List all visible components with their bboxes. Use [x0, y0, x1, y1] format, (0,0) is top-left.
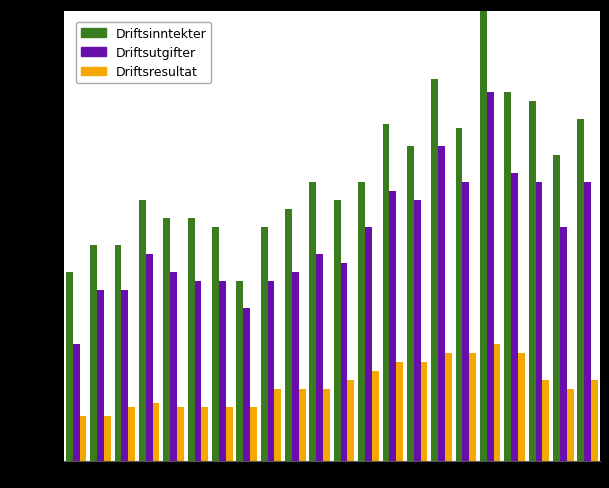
Bar — [261, 228, 267, 461]
Bar — [316, 255, 323, 461]
Bar — [504, 93, 511, 461]
Bar — [470, 353, 476, 461]
Bar — [188, 219, 194, 461]
Bar — [114, 245, 121, 461]
Bar — [407, 147, 414, 461]
Bar — [591, 380, 598, 461]
Bar — [334, 201, 340, 461]
Bar — [299, 389, 306, 461]
Bar — [414, 201, 421, 461]
Bar — [267, 282, 275, 461]
Bar — [97, 290, 104, 461]
Bar — [567, 389, 574, 461]
Bar — [323, 389, 330, 461]
Bar — [202, 407, 208, 461]
Bar — [389, 192, 396, 461]
Bar — [236, 282, 243, 461]
Bar — [90, 245, 97, 461]
Bar — [480, 12, 487, 461]
Bar — [66, 273, 72, 461]
Bar — [250, 407, 257, 461]
Bar — [340, 264, 348, 461]
Bar — [139, 201, 146, 461]
Bar — [365, 228, 372, 461]
Bar — [72, 345, 80, 461]
Bar — [382, 124, 389, 461]
Bar — [170, 273, 177, 461]
Bar — [456, 129, 462, 461]
Legend: Driftsinntekter, Driftsutgifter, Driftsresultat: Driftsinntekter, Driftsutgifter, Driftsr… — [76, 23, 211, 84]
Bar — [226, 407, 233, 461]
Bar — [243, 308, 250, 461]
Bar — [577, 120, 584, 461]
Bar — [511, 174, 518, 461]
Bar — [518, 353, 525, 461]
Bar — [163, 219, 170, 461]
Bar — [584, 183, 591, 461]
Bar — [153, 403, 160, 461]
Bar — [396, 363, 403, 461]
Bar — [529, 102, 535, 461]
Bar — [177, 407, 184, 461]
Bar — [462, 183, 470, 461]
Bar — [438, 147, 445, 461]
Bar — [421, 363, 428, 461]
Bar — [431, 80, 438, 461]
Bar — [121, 290, 128, 461]
Bar — [80, 416, 86, 461]
Bar — [348, 380, 354, 461]
Bar — [543, 380, 549, 461]
Bar — [194, 282, 202, 461]
Bar — [146, 255, 153, 461]
Bar — [553, 156, 560, 461]
Bar — [494, 345, 501, 461]
Bar — [372, 371, 379, 461]
Bar — [309, 183, 316, 461]
Bar — [292, 273, 299, 461]
Bar — [535, 183, 543, 461]
Bar — [285, 210, 292, 461]
Bar — [358, 183, 365, 461]
Bar — [275, 389, 281, 461]
Bar — [487, 93, 494, 461]
Bar — [212, 228, 219, 461]
Bar — [104, 416, 111, 461]
Bar — [560, 228, 567, 461]
Bar — [128, 407, 135, 461]
Bar — [445, 353, 452, 461]
Bar — [219, 282, 226, 461]
